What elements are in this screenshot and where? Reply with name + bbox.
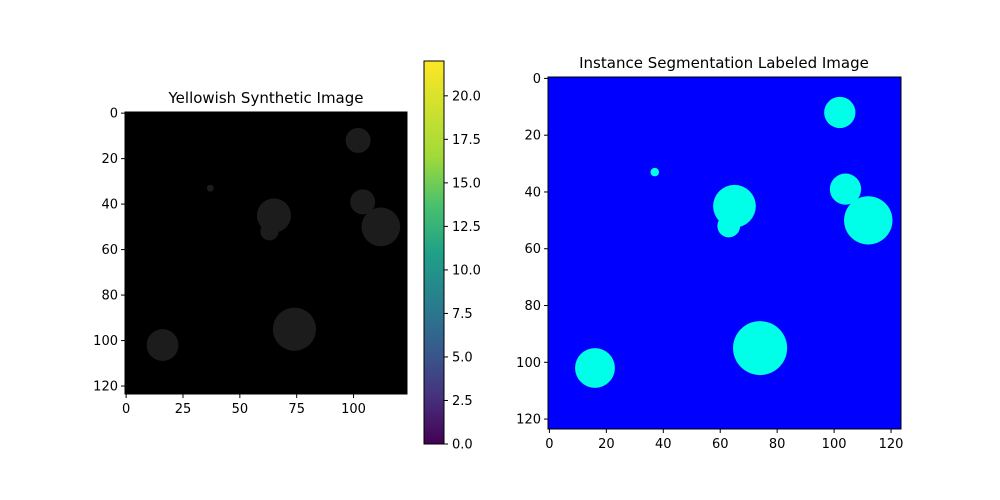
right-y-tick-label: 0 xyxy=(533,72,541,87)
left-blob-6 xyxy=(350,189,376,215)
colorbar-tick-label: 0.0 xyxy=(452,438,473,453)
left-blob-1 xyxy=(206,184,214,192)
colorbar-tick-label: 12.5 xyxy=(452,220,481,235)
colorbar-tick-label: 15.0 xyxy=(452,176,481,191)
left-y-tick-label: 60 xyxy=(101,243,118,258)
left-y-tick-label: 120 xyxy=(93,380,118,395)
left-y-tick-label: 80 xyxy=(101,289,118,304)
left-blob-4 xyxy=(272,307,317,351)
right-blob-3 xyxy=(717,214,741,238)
left-x-tick-label: 75 xyxy=(288,402,305,417)
right-blob-4 xyxy=(733,321,788,376)
right-blob-1 xyxy=(650,167,660,177)
colorbar-tick-label: 2.5 xyxy=(452,394,473,409)
right-x-axis: 0 20 40 60 80 100 120 xyxy=(545,429,903,452)
right-x-tick-label: 120 xyxy=(879,437,904,452)
right-x-tick-label: 100 xyxy=(822,437,847,452)
left-y-tick-label: 100 xyxy=(93,334,118,349)
left-x-axis: 0 25 50 75 100 xyxy=(122,394,366,417)
left-x-tick-label: 50 xyxy=(232,402,249,417)
colorbar-tick-label: 20.0 xyxy=(452,89,481,104)
left-y-tick-label: 0 xyxy=(110,107,118,122)
left-axes-frame xyxy=(124,111,408,395)
left-panel: Yellowish Synthetic Image 0 25 50 75 100 0 20… xyxy=(93,89,408,417)
left-blob-3 xyxy=(260,222,279,241)
colorbar: 0.0 2.5 5.0 7.5 10.0 12.5 15.0 17.5 20.0 xyxy=(423,60,481,453)
right-panel: Instance Segmentation Labeled Image 0 20 4… xyxy=(516,54,903,452)
right-chart-title: Instance Segmentation Labeled Image xyxy=(579,54,869,72)
right-blob-5 xyxy=(824,96,856,129)
colorbar-frame xyxy=(423,60,445,445)
colorbar-tick-label: 17.5 xyxy=(452,133,481,148)
right-blobs xyxy=(575,96,893,388)
colorbar-tick-label: 7.5 xyxy=(452,307,473,322)
right-y-tick-label: 20 xyxy=(524,129,541,144)
colorbar-tick-label: 10.0 xyxy=(452,263,481,278)
right-y-tick-label: 100 xyxy=(516,356,541,371)
right-y-tick-label: 120 xyxy=(516,413,541,428)
colorbar-tick-label: 5.0 xyxy=(452,350,473,365)
right-x-tick-label: 20 xyxy=(598,437,615,452)
right-blob-6 xyxy=(829,173,862,205)
right-y-tick-label: 60 xyxy=(524,242,541,257)
right-blob-7 xyxy=(844,196,893,245)
left-x-tick-label: 25 xyxy=(175,402,192,417)
left-y-tick-label: 40 xyxy=(101,198,118,213)
left-y-axis: 0 20 40 60 80 100 120 xyxy=(93,107,125,395)
left-blob-7 xyxy=(361,207,401,247)
right-x-tick-label: 60 xyxy=(712,437,729,452)
right-y-axis: 0 20 40 60 80 100 120 xyxy=(516,72,548,428)
colorbar-ticks: 0.0 2.5 5.0 7.5 10.0 12.5 15.0 17.5 20.0 xyxy=(444,89,481,453)
right-x-tick-label: 80 xyxy=(769,437,786,452)
left-blob-0 xyxy=(146,329,179,362)
right-y-tick-label: 80 xyxy=(524,299,541,314)
right-x-tick-label: 40 xyxy=(655,437,672,452)
left-chart-title: Yellowish Synthetic Image xyxy=(168,89,364,107)
right-blob-0 xyxy=(575,348,615,388)
left-blob-5 xyxy=(345,127,371,153)
left-x-tick-label: 100 xyxy=(341,402,366,417)
right-y-tick-label: 40 xyxy=(524,185,541,200)
left-y-tick-label: 20 xyxy=(101,152,118,167)
right-axes-frame xyxy=(547,76,902,430)
left-x-tick-label: 0 xyxy=(122,402,130,417)
colorbar-gradient xyxy=(424,61,444,444)
left-blobs xyxy=(146,127,401,362)
right-x-tick-label: 0 xyxy=(545,437,553,452)
